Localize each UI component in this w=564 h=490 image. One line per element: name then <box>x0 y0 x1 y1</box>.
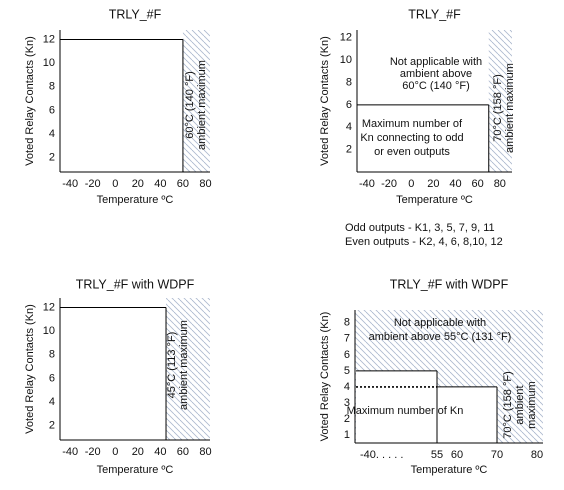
annotation: ambient above 55°C (131 °F) <box>369 331 512 343</box>
y-tick-label: 7 <box>344 333 350 345</box>
x-axis-label: Temperature ºC <box>97 464 174 476</box>
x-tick-label: 60 <box>177 446 189 458</box>
annotation: Not applicable with <box>394 317 486 329</box>
annotation: 45°C (113 °F) <box>166 332 178 399</box>
x-tick-label: 0 <box>112 178 118 190</box>
x-tick-label: 40 <box>154 446 166 458</box>
annotation: Maximum number of <box>362 118 463 130</box>
hatched-region <box>488 30 512 172</box>
annotation: maximum <box>526 381 538 429</box>
x-tick-label: 0 <box>112 446 118 458</box>
x-tick-label: 20 <box>427 178 439 190</box>
y-tick-label: 6 <box>346 99 352 111</box>
y-tick-label: 12 <box>43 301 55 313</box>
y-tick-label: 6 <box>344 349 350 361</box>
note: Even outputs - K2, 4, 6, 8,10, 12 <box>345 236 503 248</box>
y-tick-label: 3 <box>344 397 350 409</box>
y-tick-label: 10 <box>43 57 55 69</box>
chart-title: TRLY_#F <box>408 7 461 21</box>
annotation: ambient <box>514 385 526 424</box>
x-tick-label: 80 <box>199 446 211 458</box>
y-tick-label: 8 <box>49 81 55 93</box>
hatched-region <box>182 30 210 172</box>
y-tick-label: 4 <box>344 381 350 393</box>
annotation: 60°C (140 °F) <box>402 80 470 92</box>
y-tick-label: 2 <box>49 152 55 164</box>
x-tick-label: 20 <box>132 178 144 190</box>
y-tick-label: 5 <box>344 365 350 377</box>
x-tick-label: -40 <box>62 178 78 190</box>
region-fill <box>437 386 497 443</box>
x-tick-label: 20 <box>132 446 144 458</box>
y-tick-label: 10 <box>43 325 55 337</box>
x-tick-label: 80 <box>199 178 211 190</box>
y-tick-label: 2 <box>344 413 350 425</box>
x-tick-label: 60 <box>177 178 189 190</box>
y-tick-label: 6 <box>49 372 55 384</box>
y-tick-label: 4 <box>346 121 352 133</box>
x-tick-label: 60 <box>472 178 484 190</box>
x-tick-label: -40. . . . . <box>360 449 403 461</box>
x-tick-label: -20 <box>85 178 101 190</box>
annotation: 70°C (158 °F) <box>502 371 514 439</box>
x-tick-label: -20 <box>85 446 101 458</box>
y-tick-label: 8 <box>49 349 55 361</box>
x-axis-label: Temperature ºC <box>97 194 174 206</box>
annotation: or even outputs <box>374 146 450 158</box>
chart-title: TRLY_#F <box>109 7 162 21</box>
y-tick-label: 4 <box>49 396 55 408</box>
chart-title: TRLY_#F with WDPF <box>390 277 509 291</box>
x-tick-label: -40 <box>359 178 375 190</box>
y-tick-label: 1 <box>344 429 350 441</box>
x-tick-label: 0 <box>408 178 414 190</box>
annotation: ambient maximum <box>196 60 208 150</box>
x-tick-label: 60 <box>451 449 463 461</box>
y-tick-label: 10 <box>340 54 352 66</box>
hatched-region <box>166 298 210 440</box>
y-axis-label: Voted Relay Contacts (Kn) <box>24 36 36 166</box>
y-tick-label: 2 <box>346 144 352 156</box>
y-axis-label: Voted Relay Contacts (Kn) <box>319 36 331 166</box>
annotation: Not applicable with <box>390 56 482 68</box>
y-axis-label: Voted Relay Contacts (Kn) <box>24 304 36 434</box>
x-tick-label: -40 <box>62 446 78 458</box>
annotation: Kn connecting to odd <box>360 132 463 144</box>
y-tick-label: 8 <box>344 317 350 329</box>
region-fill <box>356 370 437 443</box>
annotation: ambient above <box>400 68 472 80</box>
note: Odd outputs - K1, 3, 5, 7, 9, 11 <box>345 222 495 234</box>
chart-title: TRLY_#F with WDPF <box>76 277 195 291</box>
annotation: 70°C (158 °F) <box>492 74 504 142</box>
annotation: ambient maximum <box>178 320 190 410</box>
x-axis-label: Temperature ºC <box>396 194 473 206</box>
x-tick-label: 55 <box>431 449 443 461</box>
annotation: 60°C (140 °F) <box>184 71 196 139</box>
y-tick-label: 6 <box>49 104 55 116</box>
x-tick-label: 70 <box>491 449 503 461</box>
y-tick-label: 12 <box>340 32 352 44</box>
x-tick-label: 80 <box>494 178 506 190</box>
x-tick-label: 40 <box>154 178 166 190</box>
x-tick-label: -20 <box>381 178 397 190</box>
y-axis-label: Voted Relay Contacts (Kn) <box>319 312 331 442</box>
y-tick-label: 12 <box>43 33 55 45</box>
region-fill <box>60 39 183 172</box>
annotation: ambient maximum <box>504 63 516 153</box>
y-tick-label: 4 <box>49 128 55 140</box>
y-tick-label: 2 <box>49 420 55 432</box>
region-fill <box>60 307 167 440</box>
region-fill <box>357 104 489 172</box>
y-tick-label: 8 <box>346 76 352 88</box>
x-tick-label: 80 <box>531 449 543 461</box>
x-axis-label: Temperature ºC <box>411 464 488 476</box>
x-tick-label: 40 <box>449 178 461 190</box>
annotation: Maximum number of Kn <box>347 405 464 417</box>
